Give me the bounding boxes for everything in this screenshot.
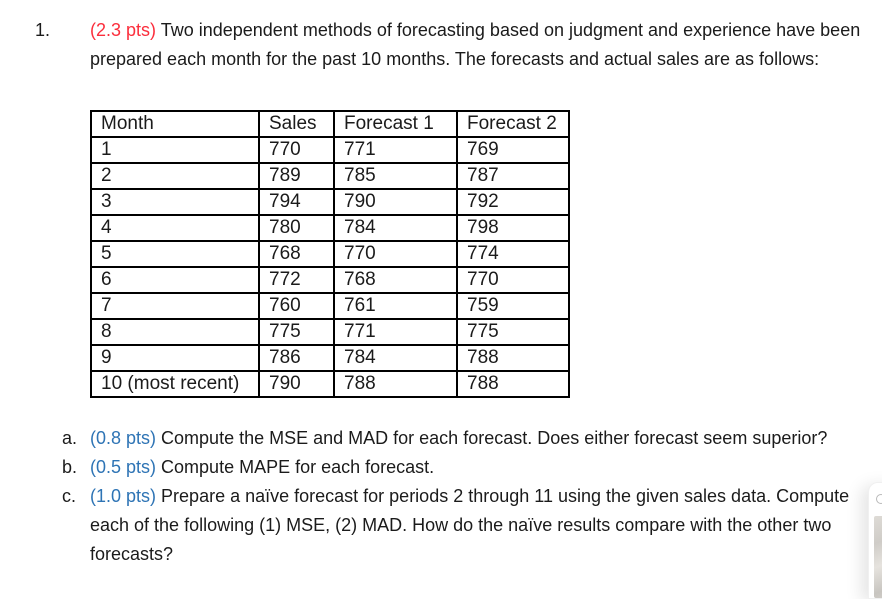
problem-points: (2.3 pts) [90,20,157,40]
problem-statement: 1. (2.3 pts) Two independent methods of … [0,16,880,74]
cell-forecast-2: 798 [456,214,570,242]
cell-forecast-2: 787 [456,162,570,190]
cell-month: 8 [90,318,260,346]
cell-month: 5 [90,240,260,268]
subquestion-b-text: Compute MAPE for each forecast. [161,457,435,477]
cell-forecast-2: 770 [456,266,570,294]
subquestion-c-text: Prepare a naïve forecast for periods 2 t… [90,486,850,564]
col-header-forecast-1: Forecast 1 [333,110,458,138]
table-row: 10 (most recent) 790 788 788 [90,370,570,398]
subquestion-a-label: a. [62,428,78,448]
table-row: 5 768 770 774 [90,240,570,268]
cell-forecast-1: 771 [333,136,458,164]
cell-sales: 786 [258,344,335,372]
cell-month: 6 [90,266,260,294]
forecast-table: Month Sales Forecast 1 Forecast 2 1 770 77… [90,110,570,398]
table-row: 2 789 785 787 [90,162,570,190]
cell-forecast-2: 792 [456,188,570,216]
cell-forecast-2: 774 [456,240,570,268]
cell-month: 4 [90,214,260,242]
problem-number: 1. [35,20,51,40]
cell-sales: 790 [258,370,335,398]
partial-circle-icon [876,494,882,504]
cell-forecast-1: 790 [333,188,458,216]
cell-forecast-2: 759 [456,292,570,320]
cell-sales: 775 [258,318,335,346]
col-header-month: Month [90,110,260,138]
cell-month: 7 [90,292,260,320]
subquestion-b-label: b. [62,457,78,477]
cell-month: 10 (most recent) [90,370,260,398]
cell-forecast-1: 784 [333,214,458,242]
table-row: 1 770 771 769 [90,136,570,164]
thumbnail-image [874,516,882,598]
cell-month: 3 [90,188,260,216]
cell-forecast-1: 768 [333,266,458,294]
table-row: 6 772 768 770 [90,266,570,294]
col-header-forecast-2: Forecast 2 [456,110,570,138]
cell-forecast-1: 788 [333,370,458,398]
cell-forecast-1: 785 [333,162,458,190]
col-header-sales: Sales [258,110,335,138]
cell-month: 2 [90,162,260,190]
table-header-row: Month Sales Forecast 1 Forecast 2 [90,110,570,138]
cell-month: 1 [90,136,260,164]
cell-forecast-2: 775 [456,318,570,346]
cell-forecast-2: 788 [456,344,570,372]
cell-sales: 789 [258,162,335,190]
table-row: 7 760 761 759 [90,292,570,320]
subquestion-a-points: (0.8 pts) [90,428,157,448]
subquestion-a-text: Compute the MSE and MAD for each forecas… [161,428,828,448]
cell-forecast-2: 769 [456,136,570,164]
table-row: 8 775 771 775 [90,318,570,346]
floating-card[interactable] [868,482,882,599]
cell-forecast-1: 770 [333,240,458,268]
table-row: 4 780 784 798 [90,214,570,242]
cell-sales: 794 [258,188,335,216]
cell-sales: 772 [258,266,335,294]
cell-month: 9 [90,344,260,372]
cell-sales: 780 [258,214,335,242]
cell-forecast-1: 761 [333,292,458,320]
table-row: 3 794 790 792 [90,188,570,216]
cell-sales: 760 [258,292,335,320]
subquestion-c-points: (1.0 pts) [90,486,157,506]
problem-text: Two independent methods of forecasting b… [90,20,861,69]
cell-sales: 768 [258,240,335,268]
cell-forecast-1: 784 [333,344,458,372]
subquestion-b: b. (0.5 pts) Compute MAPE for each forec… [0,453,880,482]
subquestion-a: a. (0.8 pts) Compute the MSE and MAD for… [0,424,880,453]
subquestion-c-label: c. [62,486,77,506]
subquestion-list: a. (0.8 pts) Compute the MSE and MAD for… [0,424,882,569]
cell-forecast-1: 771 [333,318,458,346]
cell-forecast-2: 788 [456,370,570,398]
subquestion-c: c. (1.0 pts) Prepare a naïve forecast fo… [0,482,880,569]
table-row: 9 786 784 788 [90,344,570,372]
cell-sales: 770 [258,136,335,164]
subquestion-b-points: (0.5 pts) [90,457,157,477]
